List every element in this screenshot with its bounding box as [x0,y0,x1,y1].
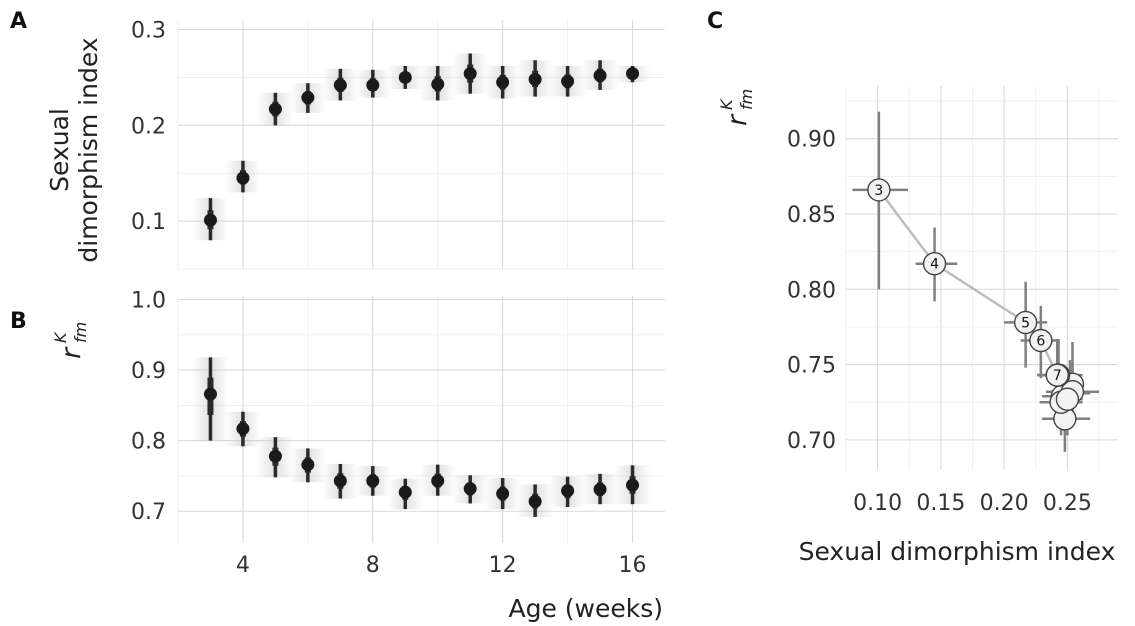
panel-b-ytick-label: 1.0 [131,289,166,314]
panel-b-point [463,482,477,496]
panel-a-point [528,72,542,86]
panel-a-point [268,102,282,116]
panel-a-point [203,213,217,227]
panel-b-point [528,494,542,508]
panel-c-point [1013,310,1038,335]
panel-b-xtick-label: 12 [489,553,517,578]
panel-a-point [431,77,445,91]
panel-c-tick-labels: 0.70 0.75 0.80 0.85 0.90 0.10 0.15 0.20 0.25 [787,128,1092,516]
panel-c-point [1055,387,1080,411]
panel-a-point [333,78,347,92]
panel-c-point-label: 5 [1021,315,1030,331]
panel-b-ytick-label: 0.7 [131,500,166,525]
panel-b-point [593,482,607,496]
panel-c-point [1045,363,1069,387]
panel-c-ylabel: r K fm [717,89,756,126]
panel-b-marks [192,357,651,517]
panel-b-point [561,484,575,498]
panel-b-point [626,478,640,492]
panel-b-xlabel: Age (weeks) [508,594,663,623]
panel-c-marks: 7 65 4 3 [852,111,1100,452]
panel-b-ylabel-subscript: fm [71,322,90,343]
panel-b-ylabel-superscript: K [51,331,70,343]
panel-b-point [301,458,315,472]
panel-c-ytick-label: 0.80 [787,278,836,303]
panel-a-point [561,74,575,88]
panel-a: A 0.1 0.2 0.3 Sexual dimorphism index [10,9,665,270]
panel-c-trajectory-line [877,189,1075,420]
panel-c-xtick-label: 0.25 [1043,491,1092,516]
panel-c-point-label: 6 [1036,333,1045,349]
panel-c: C 0.70 0.75 0.80 0.85 0.90 0.10 0.15 0.20 0.25 r… [707,9,1118,566]
panel-a-point [301,91,315,105]
panel-a-ylabel-line1: Sexual [45,108,74,192]
panel-c-ylabel-r: r [722,113,753,126]
panel-a-ytick-label: 0.1 [131,210,166,235]
panel-c-point-label: 3 [874,183,883,199]
panel-a-point [463,67,477,81]
panel-b-xtick-label: 8 [366,553,380,578]
panel-b-point [496,487,510,501]
panel-b-grid [177,296,665,543]
panel-a-point [366,78,380,92]
panel-label-c: C [707,9,723,34]
panel-label-a: A [10,9,27,34]
panel-a-ytick-label: 0.2 [131,114,166,139]
panel-b-ytick-label: 0.9 [131,359,166,384]
panel-c-point-label: 7 [1053,368,1062,384]
panel-c-point-label: 4 [930,257,939,273]
panel-b-xtick-label: 16 [619,553,647,578]
panel-a-point [236,171,250,185]
panel-b-point [431,474,445,488]
panel-a-marks [192,53,651,241]
panel-b-xtick-label: 4 [236,553,250,578]
panel-b-point [366,474,380,488]
panel-c-ytick-label: 0.70 [787,429,836,454]
panel-b-point [236,422,250,436]
panel-c-ylabel-subscript: fm [737,89,756,110]
panel-b-point [333,474,347,488]
panel-c-ytick-label: 0.75 [787,354,836,379]
panel-c-ytick-label: 0.85 [787,203,836,228]
panel-b-point [268,449,282,463]
panel-c-ylabel-superscript: K [717,98,736,110]
panel-c-point [922,251,947,276]
panel-a-point [626,67,640,81]
panel-c-xlabel: Sexual dimorphism index [799,537,1116,566]
panel-a-tick-labels: 0.1 0.2 0.3 [131,19,166,236]
panel-b-point [203,387,217,401]
panel-a-point [593,69,607,83]
panel-a-point [398,70,412,84]
panel-a-ylabel-line2: dimorphism index [74,37,103,262]
panel-a-grid [177,20,665,270]
panel-b-point [398,485,412,499]
panel-c-xtick-label: 0.10 [853,491,902,516]
panel-b-tick-labels: 0.7 0.8 0.9 1.0 4 8 12 16 [131,289,647,578]
panel-c-point [1029,328,1053,353]
panel-b-ylabel: r K fm [51,322,90,359]
panel-c-grid [845,86,1118,470]
panel-a-ytick-label: 0.3 [131,19,166,44]
panel-c-ytick-label: 0.90 [787,128,836,153]
panel-b: B 0.7 0.8 0.9 1.0 4 8 12 16 r K fm Age (weeks) [10,289,665,623]
panel-label-b: B [10,309,27,334]
panel-a-point [496,75,510,89]
panel-c-point [867,178,891,202]
panel-b-ytick-label: 0.8 [131,430,166,455]
panel-c-xtick-label: 0.15 [916,491,965,516]
panel-c-xtick-label: 0.20 [980,491,1029,516]
panel-b-ylabel-r: r [56,346,87,359]
